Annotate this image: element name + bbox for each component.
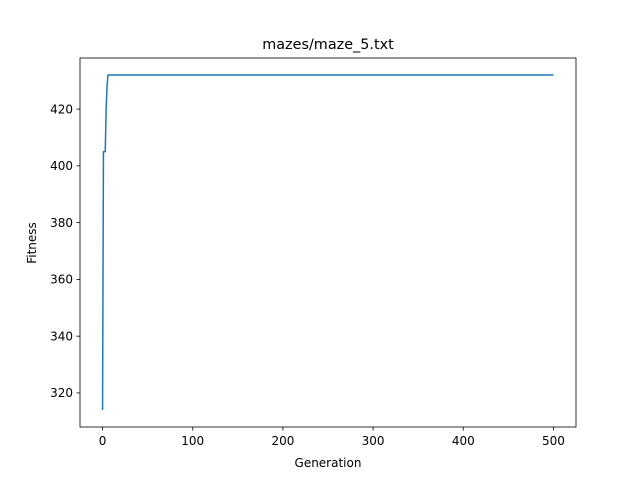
x-tick-label: 200 [271,434,294,448]
y-tick-label: 360 [50,273,73,287]
y-axis-label: Fitness [25,222,39,264]
x-tick-label: 400 [452,434,475,448]
y-tick-label: 340 [50,329,73,343]
x-axis: 0 100 200 300 400 500 [99,427,565,448]
chart-title: mazes/maze_5.txt [262,37,394,53]
y-tick-label: 320 [50,386,73,400]
y-tick-label: 400 [50,159,73,173]
plot-area-frame [79,57,577,428]
x-tick-label: 100 [181,434,204,448]
x-tick-label: 300 [362,434,385,448]
x-tick-label: 0 [99,434,107,448]
x-axis-label: Generation [295,456,362,470]
y-axis: 320 340 360 380 400 420 [50,102,80,400]
y-tick-label: 420 [50,102,73,116]
fitness-series-line [101,74,554,410]
x-tick-label: 500 [542,434,565,448]
y-tick-label: 380 [50,216,73,230]
